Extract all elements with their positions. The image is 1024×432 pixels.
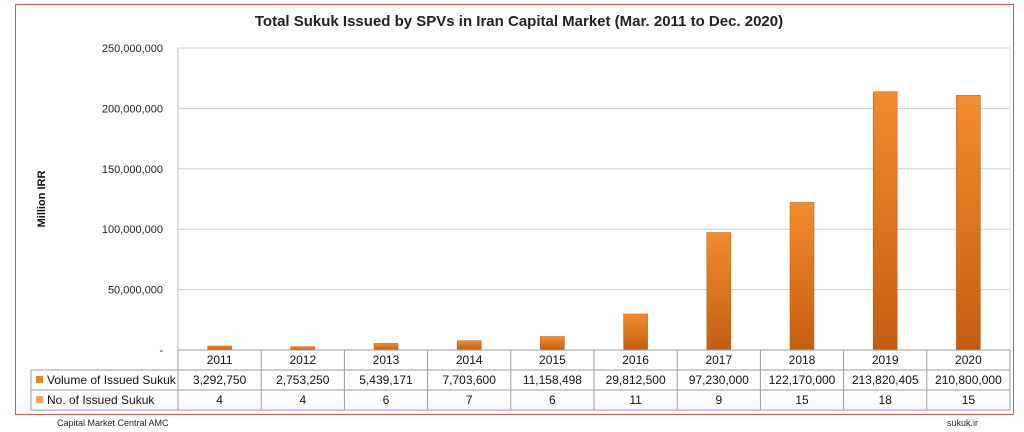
data-label: 213,820,405 [852,373,919,387]
data-label: 4 [299,393,306,407]
data-label: 210,800,000 [935,373,1002,387]
data-label: 11,158,498 [523,373,582,387]
data-label: 122,170,000 [769,373,836,387]
data-label: 4 [216,393,223,407]
legend-key-0 [36,376,43,383]
y-tick-label: 150,000,000 [102,164,163,176]
chart-title: Total Sukuk Issued by SPVs in Iran Capit… [255,13,783,30]
data-label: 6 [383,393,390,407]
y-tick-label: 250,000,000 [102,43,163,55]
data-label: 9 [715,393,722,407]
bar-2016 [623,313,648,351]
bar-2020 [956,95,981,351]
x-tick-label: 2018 [789,353,816,367]
chart-frame [15,4,1014,415]
data-label: 2,753,250 [276,373,330,387]
x-tick-label: 2014 [456,353,483,367]
data-label: 15 [962,393,976,407]
footer-site: sukuk.ir [946,418,978,428]
data-label: 97,230,000 [689,373,749,387]
data-label: 7 [466,393,473,407]
bar-2019 [872,91,898,351]
bar-2018 [789,202,815,351]
data-label: 7,703,600 [443,373,497,387]
data-label: 29,812,500 [606,373,666,387]
x-tick-label: 2012 [289,353,316,367]
legend-entry: No. of Issued Sukuk [47,393,155,407]
footer-source: Capital Market Central AMC [57,418,169,428]
y-axis-label: Million IRR [36,171,48,228]
x-tick-label: 2011 [207,353,233,367]
data-label: 6 [549,393,556,407]
bar-2015 [540,336,565,351]
y-tick-label: 50,000,000 [108,285,163,297]
bar-2011 [207,345,232,351]
data-label: 11 [629,393,642,407]
data-label: 5,439,171 [359,373,413,387]
data-label: 15 [795,393,809,407]
x-tick-label: 2015 [539,353,566,367]
legend-key-1 [36,396,43,403]
x-tick-label: 2016 [622,353,649,367]
bar-2014 [456,340,482,351]
data-label: 3,292,750 [193,373,247,387]
bar-2017 [706,232,732,351]
legend-entry: Volume of Issued Sukuk [47,373,177,387]
data-label: 18 [879,393,893,407]
x-tick-label: 2020 [955,353,982,367]
y-tick-label: - [159,345,163,357]
x-tick-label: 2013 [373,353,400,367]
y-tick-label: 100,000,000 [102,224,163,236]
bar-2013 [373,343,399,351]
x-tick-label: 2019 [872,353,899,367]
y-tick-label: 200,000,000 [102,103,163,115]
x-tick-label: 2017 [705,353,732,367]
